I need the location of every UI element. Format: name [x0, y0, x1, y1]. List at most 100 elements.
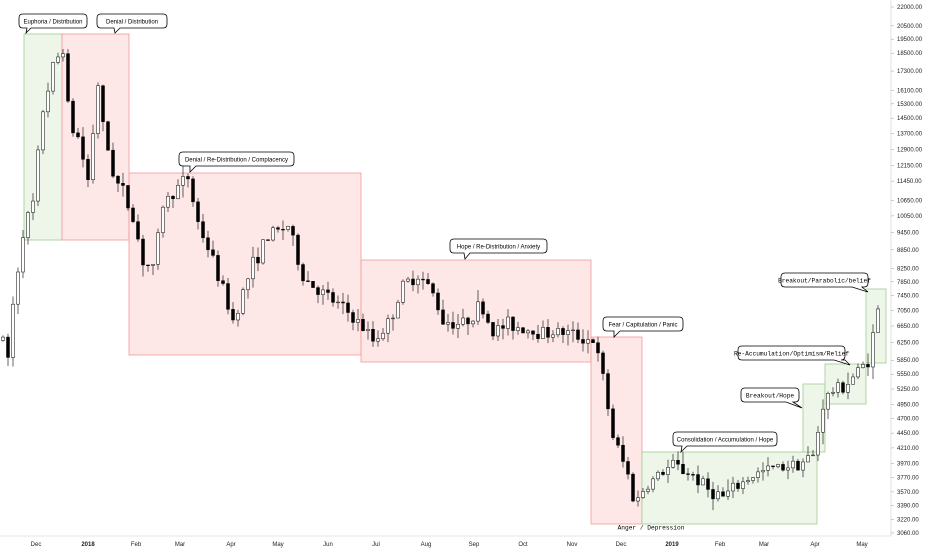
- y-tick-label: 15300.00: [897, 102, 923, 108]
- candle-body: [516, 327, 520, 331]
- y-tick-label: 5850.00: [897, 358, 919, 364]
- candle-body: [451, 322, 455, 329]
- y-tick-label: 7850.00: [897, 280, 919, 286]
- candle-body: [631, 473, 635, 502]
- candle-body: [66, 53, 70, 102]
- candle-body: [251, 256, 255, 280]
- candle-body: [741, 481, 745, 489]
- candle-body: [861, 364, 865, 368]
- x-tick-label: Mar: [175, 542, 185, 548]
- candle-body: [686, 473, 690, 475]
- candle-body: [576, 329, 580, 340]
- candle-body: [421, 278, 425, 281]
- candle-body: [36, 149, 40, 202]
- candle-body: [441, 309, 445, 325]
- y-tick-label: 5250.00: [897, 387, 919, 393]
- y-tick-label: 4950.00: [897, 403, 919, 409]
- candle-body: [726, 490, 730, 497]
- candle-body: [561, 328, 565, 335]
- candle-body: [456, 323, 460, 329]
- y-tick-label: 3570.00: [897, 490, 919, 496]
- candle-body: [161, 206, 165, 233]
- callout-breakout-hope: Breakout/Hope: [740, 387, 803, 409]
- candle-body: [546, 327, 550, 338]
- y-tick-label: 17300.00: [897, 69, 923, 75]
- candle-body: [621, 444, 625, 462]
- candle-body: [591, 339, 595, 343]
- x-tick-label: Feb: [131, 542, 142, 548]
- candle-body: [6, 336, 10, 358]
- candle-body: [181, 176, 185, 186]
- callout-hope-label: Hope / Re-Distribution / Anxiety: [457, 245, 540, 251]
- candle-body: [596, 342, 600, 354]
- y-tick-label: 16100.00: [897, 88, 923, 94]
- candle-body: [696, 474, 700, 486]
- callout-euphoria-label: Euphoria / Distribution: [23, 20, 82, 26]
- callout-consolidation-label: Consolidation / Accumulation / Hope: [677, 438, 774, 444]
- y-tick-label: 22000.00: [897, 5, 923, 11]
- candle-body: [61, 53, 65, 58]
- candle-body: [56, 56, 60, 63]
- candle-body: [121, 183, 125, 186]
- candle-body: [751, 477, 755, 481]
- candle-body: [471, 320, 475, 325]
- candle-body: [826, 393, 830, 410]
- candle-body: [286, 226, 290, 230]
- candle-body: [106, 121, 110, 151]
- y-tick-label: 10650.00: [897, 198, 923, 204]
- candle-body: [171, 195, 175, 200]
- candle-body: [801, 461, 805, 471]
- candle-body: [571, 329, 575, 332]
- candle-body: [281, 228, 285, 231]
- candle-body: [1, 336, 5, 341]
- candle-body: [521, 327, 525, 334]
- x-tick-label: Apr: [810, 542, 819, 548]
- candle-body: [626, 461, 630, 475]
- candle-body: [326, 289, 330, 293]
- candle-body: [656, 471, 660, 480]
- candle-body: [611, 408, 615, 438]
- y-tick-label: 3970.00: [897, 462, 919, 468]
- candle-body: [736, 482, 740, 489]
- x-tick-label: Dec: [616, 542, 627, 548]
- price-axis: 3060.00 3220.00 3390.00 3570.00 3770.00 3970.…: [890, 0, 923, 537]
- zone-hope: [360, 259, 592, 363]
- candle-body: [841, 382, 845, 393]
- zone-redistribution: [128, 172, 362, 356]
- candle-body: [336, 301, 340, 304]
- candle-body: [341, 301, 345, 304]
- candle-body: [426, 279, 430, 284]
- candle-body: [176, 185, 180, 200]
- candle-body: [391, 317, 395, 320]
- candle-body: [301, 264, 305, 282]
- y-tick-label: 4210.00: [897, 446, 919, 452]
- zone-parabolic: [865, 288, 887, 364]
- candle-body: [601, 352, 605, 374]
- candle-body: [406, 278, 410, 282]
- candle-body: [221, 280, 225, 284]
- callout-breakout-hope-label: Breakout/Hope: [746, 393, 795, 400]
- y-tick-label: 7050.00: [897, 308, 919, 314]
- candle-body: [316, 287, 320, 295]
- x-tick-label: May: [856, 542, 867, 548]
- candle-body: [721, 491, 725, 497]
- candle-body: [661, 471, 665, 475]
- candle-body: [71, 100, 75, 134]
- y-tick-label: 8250.00: [897, 267, 919, 273]
- y-tick-label: 8850.00: [897, 248, 919, 254]
- candle-body: [346, 302, 350, 313]
- candle-body: [651, 478, 655, 490]
- candle-body: [46, 90, 50, 113]
- callouts: Euphoria / Distribution Denial / Distrib…: [18, 13, 871, 532]
- candle-body: [836, 382, 840, 393]
- candle-body: [211, 249, 215, 256]
- candle-body: [691, 474, 695, 476]
- callout-denial-label: Denial / Distribution: [106, 20, 158, 26]
- candle-body: [586, 339, 590, 344]
- candle-body: [321, 289, 325, 295]
- candle-body: [461, 317, 465, 325]
- candle-body: [271, 227, 275, 241]
- candle-body: [216, 255, 220, 281]
- y-tick-label: 7450.00: [897, 294, 919, 300]
